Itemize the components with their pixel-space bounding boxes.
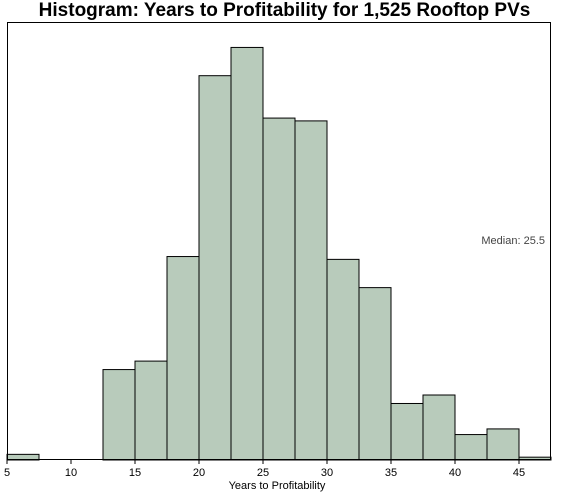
histogram-bar — [294, 120, 328, 461]
histogram-bar — [102, 369, 136, 461]
histogram-bar — [454, 434, 488, 461]
x-axis-title: Years to Profitability — [229, 480, 326, 492]
histogram-bars — [6, 46, 552, 461]
x-axis: 5 10 15 20 25 30 35 40 45 — [4, 460, 525, 479]
histogram-bar — [166, 256, 200, 461]
histogram-bar — [390, 402, 424, 461]
histogram-bar — [198, 75, 232, 461]
histogram-bar — [230, 46, 264, 461]
median-annotation: Median: 25.5 — [481, 235, 545, 247]
x-tick-label: 20 — [193, 467, 205, 479]
x-tick-label: 15 — [129, 467, 141, 479]
x-tick-label: 25 — [257, 467, 269, 479]
x-tick-label: 40 — [449, 467, 461, 479]
histogram-bar — [326, 258, 360, 461]
histogram-bar — [358, 287, 392, 461]
histogram-bar — [486, 428, 520, 461]
histogram-bar — [422, 394, 456, 461]
plot-frame — [7, 22, 551, 460]
x-tick-label: 10 — [65, 467, 77, 479]
chart-title: Histogram: Years to Profitability for 1,… — [38, 0, 531, 21]
x-tick-label: 5 — [4, 467, 10, 479]
histogram-bar — [262, 117, 296, 461]
histogram-bar — [134, 360, 168, 461]
x-tick-label: 45 — [513, 467, 525, 479]
x-tick-label: 35 — [385, 467, 397, 479]
x-tick-label: 30 — [321, 467, 333, 479]
